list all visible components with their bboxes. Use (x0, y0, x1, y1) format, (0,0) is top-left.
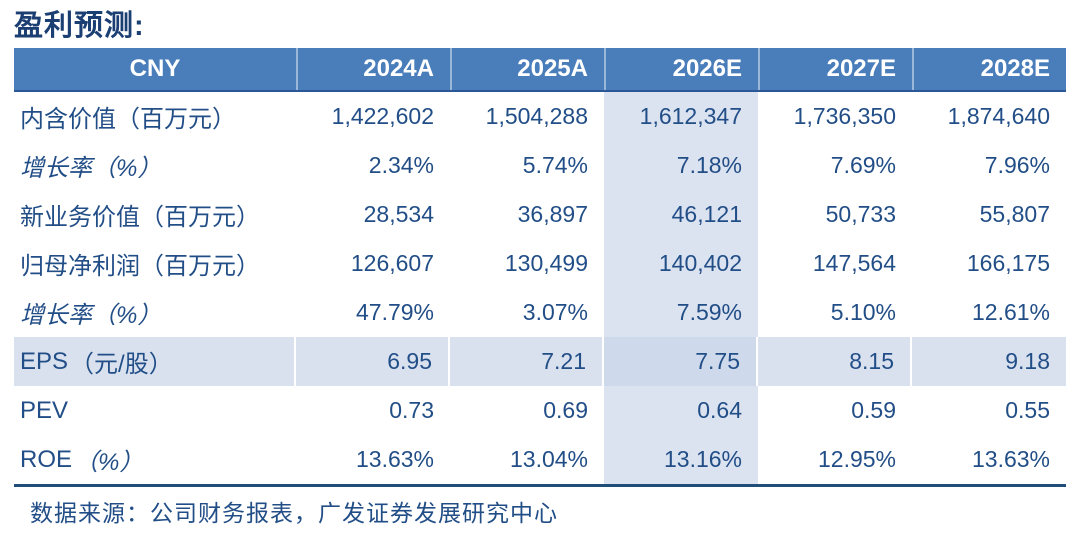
cell-value: 7.21 (450, 337, 604, 386)
cell-value: 47.79% (355, 299, 434, 325)
earnings-forecast-table: CNY 2024A 2025A 2026E 2027E 2028E 内含价值（百万元） 1… (14, 48, 1066, 487)
cell-value: 5.74% (522, 152, 588, 178)
row-label: 内含价值（百万元） (14, 92, 296, 141)
row-label-text: PEV (20, 396, 69, 424)
cell-value: 1,736,350 (793, 103, 896, 129)
row-label-text: EPS (20, 347, 69, 375)
row-label: 归母净利润（百万元） (14, 239, 296, 288)
cell-value: 7.69% (830, 152, 896, 178)
cell-value: 1,504,288 (485, 103, 588, 129)
cell-value: 6.95 (296, 337, 450, 386)
cell-value: 13.63% (355, 446, 434, 472)
table-row: 新业务价值（百万元） 28,534 36,897 46,121 50,733 55,807 (14, 190, 1066, 239)
row-label-note: （%） (74, 449, 144, 476)
column-header-year: 2028E (912, 48, 1066, 90)
row-label: PEV (14, 386, 296, 435)
cell-value: 0.55 (1005, 397, 1050, 423)
highlight-column-band (604, 92, 758, 484)
cell-value: 0.59 (851, 397, 896, 423)
cell-value: 13.16% (663, 446, 742, 472)
row-label: 增长率（%） (14, 141, 296, 190)
cell-value: 126,607 (350, 250, 434, 276)
cell-value: 7.75 (604, 337, 758, 386)
row-label: 增长率（%） (14, 288, 296, 337)
cell-value: 36,897 (517, 201, 588, 227)
cell-value: 9.18 (912, 337, 1066, 386)
column-header-cny: CNY (129, 55, 181, 82)
row-label-text: 归母净利润（百万元） (20, 253, 260, 280)
cell-value: 28,534 (363, 201, 434, 227)
table-row: 增长率（%） 47.79% 3.07% 7.59% 5.10% 12.61% (14, 288, 1066, 337)
cell-value: 13.63% (971, 446, 1050, 472)
cell-value: 130,499 (504, 250, 588, 276)
cell-value: 2.34% (368, 152, 434, 178)
table-row: ROE （%） 13.63% 13.04% 13.16% 12.95% 13.63% (14, 435, 1066, 484)
cell-value: 7.18% (676, 152, 742, 178)
row-label: 新业务价值（百万元） (14, 190, 296, 239)
row-label-text: ROE (20, 445, 73, 473)
cell-value: 5.10% (830, 299, 896, 325)
column-header-year: 2027E (758, 48, 912, 90)
column-header-year: 2025A (450, 48, 604, 90)
cell-value: 12.95% (817, 446, 896, 472)
cell-value: 13.04% (509, 446, 588, 472)
cell-value: 1,874,640 (947, 103, 1050, 129)
page-title: 盈利预测: (14, 10, 145, 42)
cell-value: 46,121 (671, 201, 742, 227)
column-header-year: 2026E (604, 48, 758, 90)
table-row: EPS （元/股） 6.95 7.21 7.75 8.15 9.18 (14, 337, 1066, 386)
row-label-note: （元/股） (70, 351, 173, 378)
table-row: PEV 0.73 0.69 0.64 0.59 0.55 (14, 386, 1066, 435)
cell-value: 0.73 (389, 397, 434, 423)
table-header-row: CNY 2024A 2025A 2026E 2027E 2028E (14, 48, 1066, 92)
cell-value: 8.15 (758, 337, 912, 386)
cell-value: 3.07% (522, 299, 588, 325)
cell-value: 55,807 (979, 201, 1050, 227)
data-source-note: 数据来源：公司财务报表，广发证券发展研究中心 (30, 500, 558, 526)
row-label: EPS （元/股） (14, 337, 296, 386)
cell-value: 0.64 (697, 397, 742, 423)
cell-value: 0.69 (543, 397, 588, 423)
table-body: 内含价值（百万元） 1,422,602 1,504,288 1,612,347 1,73… (14, 92, 1066, 487)
cell-value: 1,612,347 (639, 103, 742, 129)
cell-value: 7.59% (676, 299, 742, 325)
row-label-text: 新业务价值（百万元） (20, 204, 260, 231)
cell-value: 140,402 (658, 250, 742, 276)
row-label-text: 增长率（%） (20, 155, 162, 182)
cell-value: 50,733 (825, 201, 896, 227)
cell-value: 1,422,602 (331, 103, 434, 129)
cell-value: 12.61% (971, 299, 1050, 325)
cell-value: 147,564 (812, 250, 896, 276)
row-label-text: 增长率（%） (20, 302, 162, 329)
table-row: 归母净利润（百万元） 126,607 130,499 140,402 147,564 16… (14, 239, 1066, 288)
column-header-year: 2024A (296, 48, 450, 90)
row-label-text: 内含价值（百万元） (20, 106, 236, 133)
cell-value: 7.96% (984, 152, 1050, 178)
table-row: 增长率（%） 2.34% 5.74% 7.18% 7.69% 7.96% (14, 141, 1066, 190)
row-label: ROE （%） (14, 435, 296, 484)
table-row: 内含价值（百万元） 1,422,602 1,504,288 1,612,347 1,73… (14, 92, 1066, 141)
cell-value: 166,175 (966, 250, 1050, 276)
